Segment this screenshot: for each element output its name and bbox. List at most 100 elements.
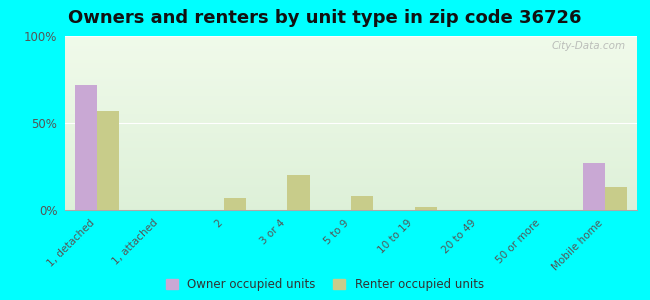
Text: City-Data.com: City-Data.com [551, 41, 625, 51]
Bar [65, 175, 637, 177]
Bar [65, 58, 637, 60]
Bar [65, 173, 637, 175]
Bar [65, 127, 637, 128]
Bar [65, 102, 637, 104]
Bar [65, 193, 637, 194]
Bar [65, 205, 637, 206]
Bar [65, 189, 637, 191]
Bar [65, 46, 637, 48]
Bar [65, 182, 637, 184]
Bar [65, 132, 637, 134]
Bar [65, 184, 637, 186]
Bar [65, 55, 637, 57]
Bar [224, 198, 246, 210]
Bar [65, 201, 637, 203]
Bar [65, 92, 637, 93]
Text: Owners and renters by unit type in zip code 36726: Owners and renters by unit type in zip c… [68, 9, 582, 27]
Bar [65, 118, 637, 119]
Bar [65, 40, 637, 41]
Bar [65, 160, 637, 161]
Bar [65, 97, 637, 99]
Bar [65, 151, 637, 153]
Bar [65, 180, 637, 182]
Bar [65, 111, 637, 112]
Bar [65, 66, 637, 67]
Bar [65, 48, 637, 50]
Bar [65, 64, 637, 66]
Bar [65, 119, 637, 121]
Bar [65, 107, 637, 109]
Bar [65, 134, 637, 135]
Bar [65, 142, 637, 144]
Bar [65, 194, 637, 196]
Bar [65, 60, 637, 62]
Bar [65, 71, 637, 73]
Bar [65, 188, 637, 189]
Bar [65, 153, 637, 154]
Bar [65, 135, 637, 137]
Bar [65, 186, 637, 188]
Bar [65, 140, 637, 142]
Bar [65, 90, 637, 92]
Bar [65, 109, 637, 111]
Bar [287, 175, 309, 210]
Bar [65, 43, 637, 45]
Bar [65, 80, 637, 81]
Bar [65, 163, 637, 165]
Bar [65, 100, 637, 102]
Bar [65, 74, 637, 76]
Bar [65, 161, 637, 163]
Bar [65, 36, 637, 38]
Bar [65, 81, 637, 83]
Bar [65, 83, 637, 85]
Bar [65, 168, 637, 170]
Bar [65, 73, 637, 74]
Bar [65, 149, 637, 151]
Bar [415, 206, 437, 210]
Bar [65, 123, 637, 125]
Bar [65, 85, 637, 86]
Bar [65, 67, 637, 69]
Bar [605, 188, 627, 210]
Bar [65, 172, 637, 173]
Bar [65, 137, 637, 139]
Bar [65, 165, 637, 167]
Bar [65, 167, 637, 168]
Bar [65, 200, 637, 201]
Bar [65, 156, 637, 158]
Bar [65, 116, 637, 118]
Bar [65, 104, 637, 106]
Bar [351, 196, 373, 210]
Bar [65, 130, 637, 132]
Bar [65, 50, 637, 52]
Bar [65, 158, 637, 160]
Bar [65, 196, 637, 198]
Bar [65, 121, 637, 123]
Bar [65, 203, 637, 205]
Bar [65, 177, 637, 179]
Bar [65, 125, 637, 127]
Bar [75, 85, 97, 210]
Bar [65, 170, 637, 172]
Bar [65, 38, 637, 40]
Bar [65, 179, 637, 180]
Bar [65, 45, 637, 46]
Bar [65, 41, 637, 43]
Bar [65, 139, 637, 140]
Bar [65, 88, 637, 90]
Bar [65, 57, 637, 58]
Bar [65, 106, 637, 107]
Bar [65, 154, 637, 156]
Bar [583, 163, 605, 210]
Bar [65, 86, 637, 88]
Bar [65, 93, 637, 95]
Bar [65, 114, 637, 116]
Bar [65, 76, 637, 78]
Bar [65, 147, 637, 149]
Bar [65, 62, 637, 64]
Bar [65, 52, 637, 53]
Bar [65, 198, 637, 200]
Bar [65, 95, 637, 97]
Bar [65, 53, 637, 55]
Bar [65, 208, 637, 210]
